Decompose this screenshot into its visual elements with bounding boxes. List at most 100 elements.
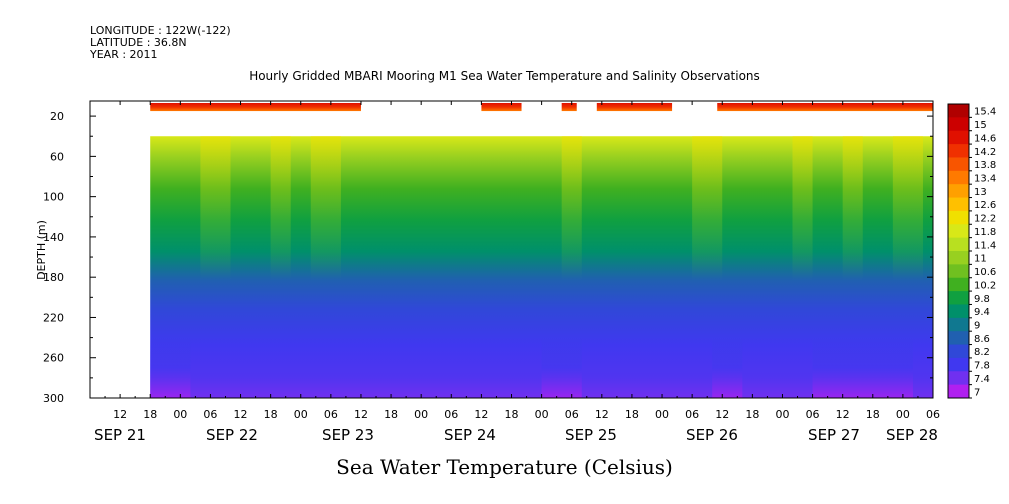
x-tick-label: 06 [444, 408, 458, 421]
x-tick-label: 12 [354, 408, 368, 421]
cold-anomaly [712, 337, 743, 398]
colorbar-swatch [948, 197, 969, 212]
x-axis-label: Sea Water Temperature (Celsius) [336, 455, 673, 479]
colorbar-label: 10.6 [974, 267, 996, 278]
x-tick-label: 00 [896, 408, 910, 421]
date-label: SEP 28 [886, 426, 938, 444]
colorbar-swatch [948, 117, 969, 132]
x-tick-label: 00 [775, 408, 789, 421]
x-tick-label: 12 [474, 408, 488, 421]
colorbar-swatch [948, 224, 969, 239]
colorbar-swatch [948, 157, 969, 172]
x-tick-label: 12 [836, 408, 850, 421]
colorbar-swatch [948, 317, 969, 332]
colorbar-swatch [948, 264, 969, 279]
colorbar-swatch [948, 331, 969, 346]
colorbar-label: 9 [974, 321, 980, 332]
colorbar-label: 9.8 [974, 294, 990, 305]
x-tick-label: 00 [294, 408, 308, 421]
surface-segment [596, 103, 673, 112]
colorbar-swatch [948, 170, 969, 185]
warm-anomaly [792, 136, 813, 281]
colorbar-swatch [948, 184, 969, 199]
colorbar-label: 7.4 [974, 374, 990, 385]
colorbar-label: 14.6 [974, 133, 996, 144]
colorbar-label: 7.8 [974, 361, 990, 372]
x-tick-label: 06 [565, 408, 579, 421]
date-label: SEP 25 [565, 426, 617, 444]
warm-anomaly [310, 136, 341, 281]
colorbar-swatch [948, 291, 969, 305]
year-label: YEAR : 2011 [90, 48, 158, 61]
x-tick-label: 06 [806, 408, 820, 421]
colorbar-label: 15.4 [974, 107, 996, 118]
colorbar-swatch [948, 130, 969, 145]
cold-anomaly [812, 337, 913, 398]
warm-anomaly [200, 136, 231, 281]
colorbar: 15.4 15 14.6 14.2 13.8 13.4 13 12.6 12.2 11.8 11.4… [947, 103, 996, 399]
date-label: SEP 21 [94, 426, 146, 444]
surface-segment [150, 103, 361, 112]
colorbar-label: 7 [974, 387, 980, 398]
date-label: SEP 24 [444, 426, 496, 444]
y-tick-label: 60 [50, 150, 64, 163]
colorbar-swatch [948, 357, 969, 372]
colorbar-swatch [948, 104, 969, 118]
x-tick-label: 00 [655, 408, 669, 421]
colorbar-swatch [948, 304, 969, 319]
latitude-label: LATITUDE : 36.8N [90, 36, 187, 49]
warm-anomaly [692, 136, 723, 281]
colorbar-label: 11.8 [974, 227, 996, 238]
colorbar-label: 12.2 [974, 214, 996, 225]
colorbar-swatch [948, 384, 969, 399]
y-tick-label: 260 [43, 352, 64, 365]
surface-segment [717, 103, 933, 112]
colorbar-label: 11 [974, 254, 987, 265]
x-tick-label: 18 [384, 408, 398, 421]
warm-anomaly [892, 136, 923, 281]
colorbar-swatch [948, 371, 969, 386]
x-tick-label: 12 [234, 408, 248, 421]
y-tick-label: 140 [43, 231, 64, 244]
cold-anomaly [150, 337, 191, 398]
colorbar-swatch [948, 144, 969, 158]
colorbar-label: 15 [974, 120, 987, 131]
x-tick-label: 06 [203, 408, 217, 421]
y-tick-label: 180 [43, 271, 64, 284]
cold-anomaly [541, 337, 582, 398]
colorbar-label: 12.6 [974, 200, 996, 211]
y-tick-label: 220 [43, 311, 64, 324]
x-tick-label: 00 [173, 408, 187, 421]
x-tick-label: 18 [625, 408, 639, 421]
x-tick-label: 18 [745, 408, 759, 421]
colorbar-label: 14.2 [974, 147, 996, 158]
x-tick-label: 12 [715, 408, 729, 421]
colorbar-label: 11.4 [974, 240, 996, 251]
warm-anomaly [561, 136, 582, 281]
x-tick-label: 18 [143, 408, 157, 421]
date-label: SEP 23 [322, 426, 374, 444]
colorbar-swatch [948, 277, 969, 292]
y-tick-label: 100 [43, 191, 64, 204]
surface-segment [481, 103, 522, 112]
x-tick-label: 12 [595, 408, 609, 421]
x-tick-label: 00 [535, 408, 549, 421]
colorbar-swatch [948, 344, 969, 359]
x-tick-label: 18 [866, 408, 880, 421]
longitude-label: LONGITUDE : 122W(-122) [90, 24, 231, 37]
warm-anomaly [842, 136, 863, 281]
colorbar-label: 13 [974, 187, 987, 198]
surface-segment [561, 103, 577, 112]
colorbar-label: 8.2 [974, 347, 990, 358]
y-axis-label: DEPTH (m) [35, 220, 48, 280]
colorbar-label: 10.2 [974, 280, 996, 291]
axes: 20 60 100 140 180 220 260 300 12 18 00 06 12 18 00 06 12… [43, 100, 940, 444]
colorbar-label: 13.4 [974, 174, 996, 185]
x-tick-label: 06 [926, 408, 940, 421]
plot-area [90, 101, 933, 398]
date-label: SEP 27 [808, 426, 860, 444]
date-label: SEP 22 [206, 426, 258, 444]
x-tick-label: 00 [414, 408, 428, 421]
colorbar-swatch [948, 237, 969, 252]
colorbar-swatch [948, 251, 969, 265]
